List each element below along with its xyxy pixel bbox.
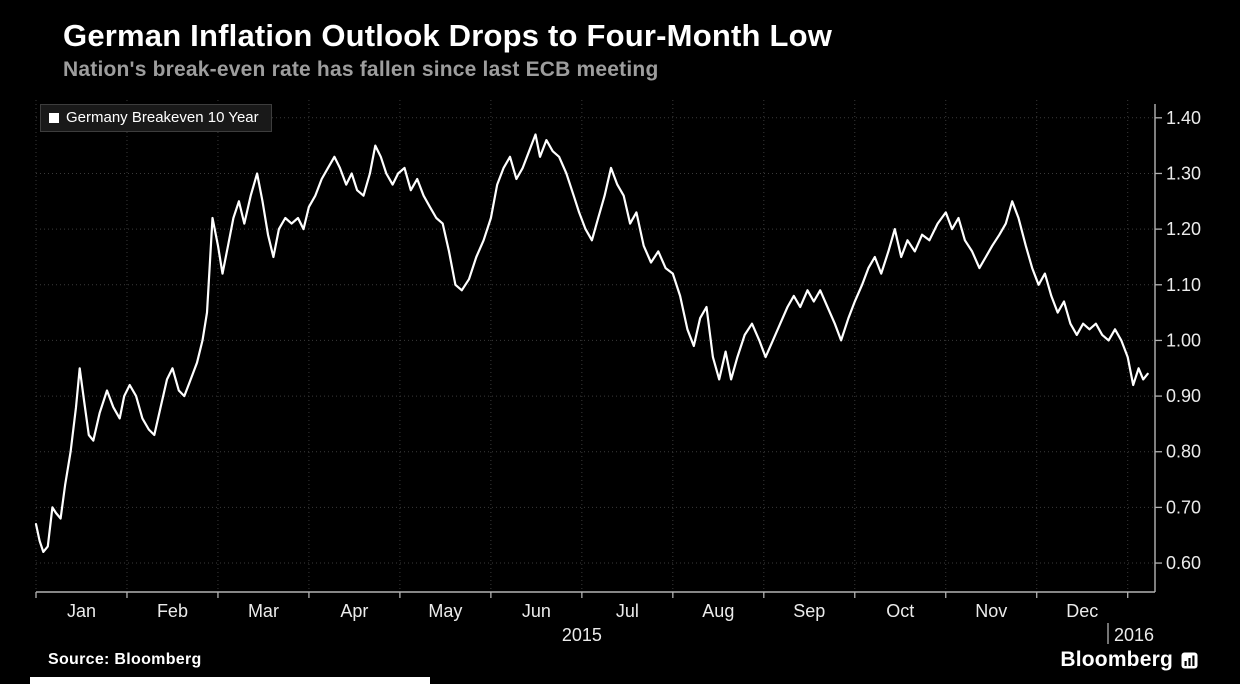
x-tick-label: Apr (340, 601, 368, 621)
x-tick-label: Mar (248, 601, 279, 621)
x-tick-label: Jul (616, 601, 639, 621)
bottom-white-strip (30, 677, 430, 684)
y-tick-label: 0.90 (1166, 386, 1201, 406)
bloomberg-terminal-icon (1181, 652, 1198, 669)
y-tick-label: 0.70 (1166, 497, 1201, 517)
x-tick-label: Jan (67, 601, 96, 621)
y-tick-label: 1.00 (1166, 330, 1201, 350)
x-tick-label: Oct (886, 601, 914, 621)
x-tick-label: Jun (522, 601, 551, 621)
legend-label: Germany Breakeven 10 Year (66, 109, 259, 126)
year-label-2016: 2016 (1114, 625, 1154, 645)
y-tick-label: 1.20 (1166, 219, 1201, 239)
chart-header: German Inflation Outlook Drops to Four-M… (63, 18, 1200, 82)
series-line-germany-breakeven-10-year (34, 133, 1149, 554)
x-tick-label: Feb (157, 601, 188, 621)
legend: Germany Breakeven 10 Year (40, 104, 272, 132)
legend-swatch-icon (49, 112, 59, 123)
bloomberg-logo: Bloomberg (1060, 648, 1198, 672)
y-tick-label: 1.10 (1166, 275, 1201, 295)
bloomberg-wordmark: Bloomberg (1060, 648, 1173, 671)
chart-subtitle: Nation's break-even rate has fallen sinc… (63, 57, 659, 81)
chart-footer: Source: Bloomberg Bloomberg (0, 644, 1240, 676)
year-label-2015: 2015 (562, 625, 602, 645)
y-tick-label: 1.30 (1166, 163, 1201, 183)
page-title: German Inflation Outlook Drops to Four-M… (63, 18, 833, 53)
x-tick-label: Aug (702, 601, 734, 621)
source-label: Source: Bloomberg (48, 651, 202, 668)
x-tick-label: May (428, 601, 462, 621)
y-tick-label: 0.80 (1166, 442, 1201, 462)
y-tick-label: 1.40 (1166, 108, 1201, 128)
x-tick-label: Sep (793, 601, 825, 621)
x-tick-label: Dec (1066, 601, 1098, 621)
x-tick-label: Nov (975, 601, 1007, 621)
y-tick-label: 0.60 (1166, 553, 1201, 573)
